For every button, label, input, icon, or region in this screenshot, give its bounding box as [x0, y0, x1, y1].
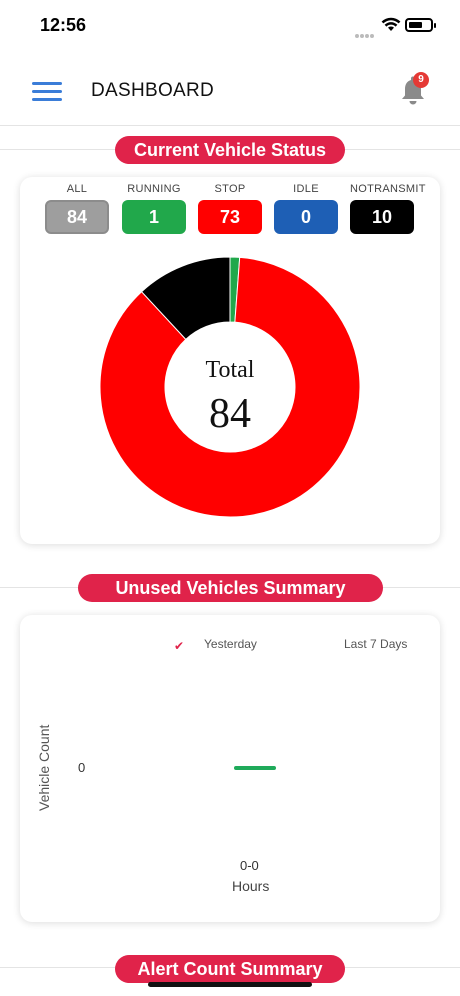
x-tick-label: 0-0 — [240, 858, 259, 873]
status-bar: 12:56 — [0, 0, 460, 50]
app-header: DASHBOARD 9 — [0, 60, 460, 126]
legend-yesterday[interactable]: Yesterday — [204, 637, 257, 651]
status-tile-label: RUNNING — [127, 183, 181, 195]
notification-count-badge: 9 — [413, 72, 429, 88]
page-title: DASHBOARD — [91, 80, 215, 101]
status-tile-notransmit[interactable]: NOTRANSMIT 10 — [350, 183, 426, 234]
vehicle-status-donut-chart — [100, 257, 360, 517]
section-title-unused-vehicles: Unused Vehicles Summary — [78, 574, 383, 602]
status-tile-label: STOP — [214, 183, 246, 195]
y-axis-label: Vehicle Count — [36, 724, 52, 811]
status-tile-value: 10 — [350, 200, 414, 234]
data-bar-yesterday — [234, 766, 276, 770]
donut-slice-notransmit[interactable] — [140, 257, 231, 341]
status-tile-stop[interactable]: STOP 73 — [198, 183, 262, 234]
status-tile-label: ALL — [66, 183, 88, 195]
notifications-button[interactable]: 9 — [398, 72, 430, 106]
hamburger-menu-icon[interactable] — [32, 82, 62, 102]
checkmark-icon[interactable]: ✔ — [174, 639, 185, 653]
x-axis-label: Hours — [232, 878, 270, 894]
status-time: 12:56 — [40, 15, 87, 35]
status-tile-value: 84 — [45, 200, 109, 234]
home-indicator — [148, 982, 312, 987]
status-tile-all[interactable]: ALL 84 — [45, 183, 109, 234]
status-tile-label: NOTRANSMIT — [350, 183, 426, 195]
legend-last-7-days[interactable]: Last 7 Days — [344, 637, 408, 651]
battery-icon — [405, 18, 436, 32]
status-tile-value: 1 — [122, 200, 186, 234]
status-tile-value: 73 — [198, 200, 262, 234]
section-title-alert-count: Alert Count Summary — [115, 955, 345, 983]
vehicle-status-card: ALL 84 RUNNING 1 STOP 73 IDLE 0 NOTRANSM… — [20, 177, 440, 544]
unused-vehicles-card: ✔ Yesterday Last 7 Days Vehicle Count 0 … — [20, 615, 440, 922]
status-tile-running[interactable]: RUNNING 1 — [122, 183, 186, 234]
y-tick-label: 0 — [78, 760, 86, 775]
donut-slice-stop[interactable] — [100, 257, 360, 517]
status-tile-value: 0 — [274, 200, 338, 234]
cellular-signal-icon — [355, 25, 377, 38]
status-tile-idle[interactable]: IDLE 0 — [274, 183, 338, 234]
wifi-icon — [381, 17, 401, 31]
section-title-vehicle-status: Current Vehicle Status — [115, 136, 345, 164]
status-tile-label: IDLE — [293, 183, 319, 195]
